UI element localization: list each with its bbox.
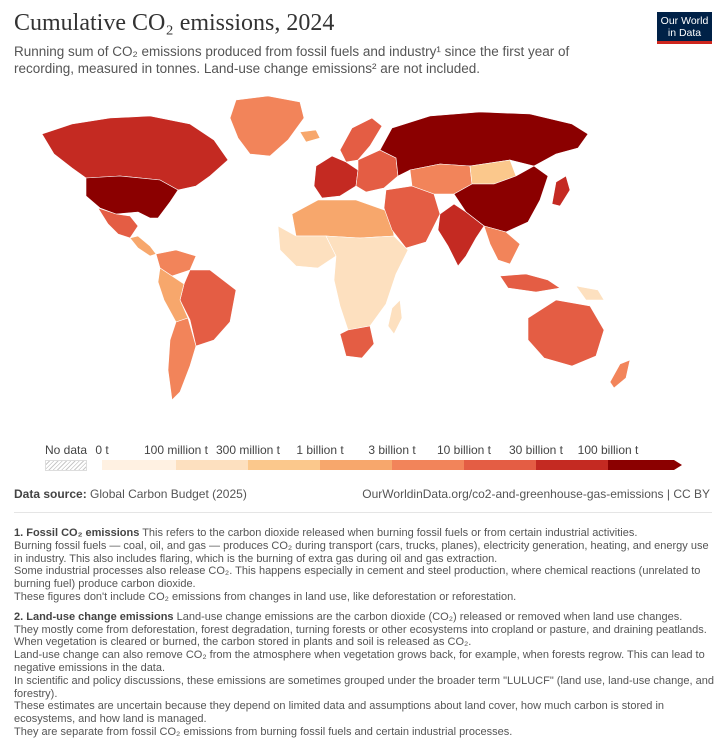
world-map[interactable]	[0, 90, 726, 445]
legend-label-7: 100 billion t	[577, 443, 639, 457]
owid-logo[interactable]: Our World in Data	[657, 12, 712, 44]
region-mexico[interactable]	[97, 207, 139, 239]
region-eastern-europe[interactable]	[355, 149, 399, 193]
data-source: Data source: Global Carbon Budget (2025)	[14, 487, 247, 501]
logo-line-2: in Data	[667, 27, 702, 39]
chart-title: Cumulative CO₂ emissions, 2024	[14, 10, 335, 36]
note-1-lead: This refers to the carbon dioxide releas…	[142, 527, 638, 539]
legend-arrow-icon	[674, 460, 682, 470]
region-canada[interactable]	[41, 115, 229, 191]
footer-divider	[14, 512, 712, 513]
region-new-zealand[interactable]	[609, 359, 631, 389]
logo-accent-bar	[657, 41, 712, 44]
region-madagascar[interactable]	[387, 299, 403, 335]
region-west-africa[interactable]	[277, 225, 337, 269]
region-south-africa[interactable]	[339, 325, 375, 359]
note-1-heading: 1. Fossil CO₂ emissions This refers to t…	[14, 527, 714, 540]
legend-label-2: 300 million t	[215, 443, 281, 457]
note-2-heading: 2. Land-use change emissions Land-use ch…	[14, 611, 714, 624]
note-1-line: Some industrial processes also release C…	[14, 565, 701, 591]
region-scandinavia[interactable]	[339, 117, 383, 163]
region-greenland[interactable]	[229, 95, 305, 157]
region-united-states[interactable]	[85, 175, 179, 219]
legend-label-5: 10 billion t	[436, 443, 492, 457]
region-iceland[interactable]	[299, 129, 321, 143]
note-2-line: Land-use change can also remove CO₂ from…	[14, 649, 705, 674]
note-2-line: They mostly come from deforestation, for…	[14, 623, 707, 649]
legend-label-4: 3 billion t	[368, 443, 416, 457]
legend-bin-1[interactable]	[176, 460, 248, 470]
note-2-title: 2. Land-use change emissions	[14, 610, 174, 623]
region-argentina-chile[interactable]	[167, 317, 197, 401]
region-japan[interactable]	[551, 175, 571, 207]
note-2-line: They are separate from fossil CO₂ emissi…	[14, 725, 513, 738]
region-australia[interactable]	[527, 299, 605, 367]
region-russia[interactable]	[379, 111, 589, 177]
region-western-europe[interactable]	[313, 155, 359, 199]
region-north-africa[interactable]	[291, 199, 395, 239]
region-india[interactable]	[437, 203, 485, 267]
note-2-line: In scientific and policy discussions, th…	[14, 674, 714, 700]
note-2-lead: Land-use change emissions are the carbon…	[176, 610, 683, 623]
legend-no-data-label: No data	[45, 443, 88, 457]
note-1-title: 1. Fossil CO₂ emissions	[14, 527, 140, 539]
chart-subtitle: Running sum of CO₂ emissions produced fr…	[14, 44, 570, 76]
note-2-line: These estimates are uncertain because th…	[14, 700, 664, 726]
region-central-america[interactable]	[129, 235, 157, 257]
legend-label-6: 30 billion t	[508, 443, 564, 457]
legend-bin-7[interactable]	[608, 460, 674, 470]
legend-no-data-swatch[interactable]	[45, 460, 87, 471]
legend-bin-0[interactable]	[102, 460, 176, 470]
footnotes: 1. Fossil CO₂ emissions This refers to t…	[14, 527, 714, 739]
legend-bin-5[interactable]	[464, 460, 536, 470]
region-indonesia[interactable]	[499, 273, 561, 293]
region-southeast-asia[interactable]	[483, 225, 521, 265]
legend-bin-6[interactable]	[536, 460, 608, 470]
legend-label-1: 100 million t	[143, 443, 209, 457]
color-legend: No data 0 t 100 million t 300 million t …	[0, 440, 726, 480]
data-source-link[interactable]: Global Carbon Budget (2025)	[90, 487, 247, 501]
region-central-east-africa[interactable]	[325, 235, 409, 331]
legend-label-3: 1 billion t	[296, 443, 344, 457]
region-papua-new-guinea[interactable]	[575, 285, 605, 301]
logo-line-1: Our World	[660, 15, 709, 27]
legend-bin-4[interactable]	[392, 460, 464, 470]
note-1-line: Burning fossil fuels — coal, oil, and ga…	[14, 539, 709, 565]
note-1-line: These figures don't include CO₂ emission…	[14, 590, 517, 603]
data-source-label: Data source:	[14, 487, 87, 501]
legend-bin-3[interactable]	[320, 460, 392, 470]
legend-label-0: 0 t	[95, 443, 109, 457]
credit-link[interactable]: OurWorldinData.org/co2-and-greenhouse-ga…	[362, 487, 710, 501]
legend-bin-2[interactable]	[248, 460, 320, 470]
